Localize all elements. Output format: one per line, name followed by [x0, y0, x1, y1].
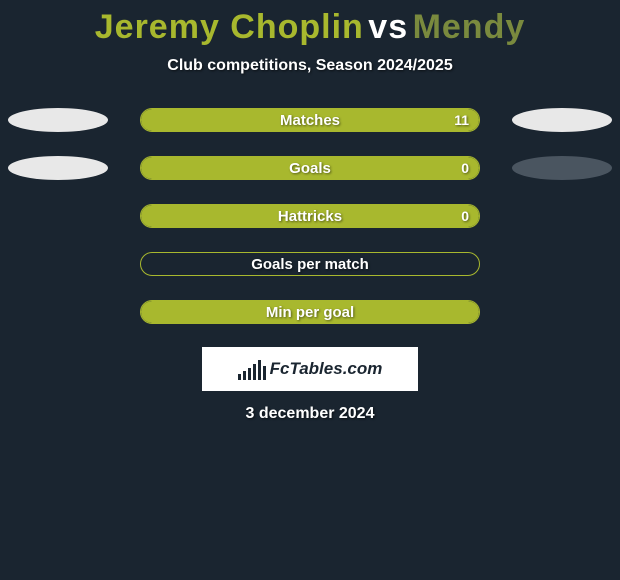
stat-label: Matches: [141, 109, 479, 131]
value-oval-right: [512, 108, 612, 132]
value-oval-left: [8, 156, 108, 180]
page-title: Jeremy Choplin vs Mendy: [0, 8, 620, 47]
stat-rows: Matches11Goals0Hattricks0Goals per match…: [0, 107, 620, 325]
stat-bar: Min per goal: [140, 300, 480, 324]
stat-row: Min per goal: [0, 299, 620, 325]
stat-bar: Hattricks0: [140, 204, 480, 228]
title-player1: Jeremy Choplin: [95, 8, 364, 46]
stat-bar: Goals per match: [140, 252, 480, 276]
logo-chart-icon: [238, 358, 266, 380]
value-oval-left: [8, 108, 108, 132]
stat-label: Hattricks: [141, 205, 479, 227]
logo-text: FcTables.com: [270, 359, 383, 379]
date-label: 3 december 2024: [0, 405, 620, 423]
stat-row: Goals0: [0, 155, 620, 181]
stat-bar: Matches11: [140, 108, 480, 132]
stat-label: Min per goal: [141, 301, 479, 323]
stat-row: Matches11: [0, 107, 620, 133]
stat-bar: Goals0: [140, 156, 480, 180]
stat-row: Goals per match: [0, 251, 620, 277]
stat-row: Hattricks0: [0, 203, 620, 229]
stat-label: Goals per match: [141, 253, 479, 275]
stat-value: 0: [461, 205, 469, 227]
logo-box: FcTables.com: [202, 347, 418, 391]
stat-value: 0: [461, 157, 469, 179]
stat-label: Goals: [141, 157, 479, 179]
title-player2: Mendy: [413, 8, 526, 46]
subtitle: Club competitions, Season 2024/2025: [0, 57, 620, 75]
title-vs: vs: [368, 8, 408, 46]
value-oval-right: [512, 156, 612, 180]
stat-value: 11: [454, 109, 469, 131]
